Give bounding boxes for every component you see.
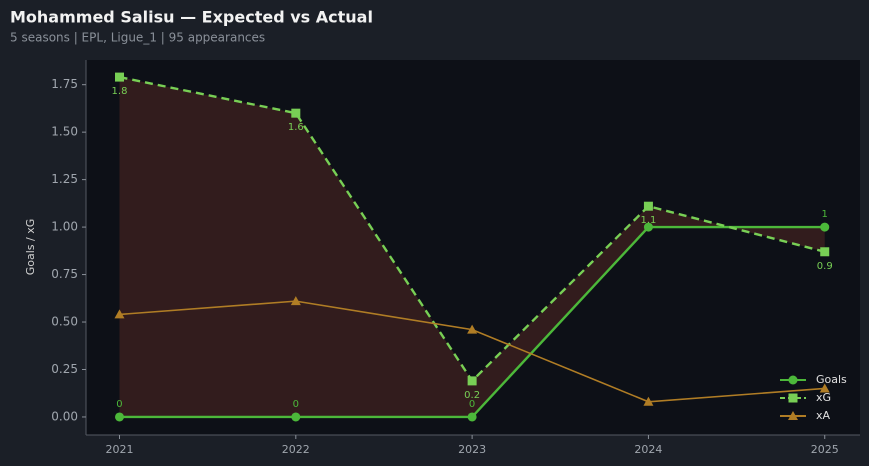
point bbox=[820, 247, 830, 257]
point bbox=[467, 376, 477, 386]
legend-marker bbox=[788, 375, 798, 385]
y-axis-label: Goals / xG bbox=[24, 219, 37, 276]
data-label: 1 bbox=[822, 209, 828, 220]
point bbox=[643, 222, 653, 232]
point bbox=[114, 72, 124, 82]
gap-area bbox=[119, 77, 825, 417]
point bbox=[643, 396, 654, 406]
point bbox=[643, 201, 653, 211]
y-tick-label: 1.75 bbox=[51, 77, 78, 91]
point bbox=[467, 412, 477, 422]
data-label: 0.9 bbox=[817, 261, 833, 272]
point bbox=[114, 309, 125, 319]
x-tick-label: 2023 bbox=[458, 443, 486, 456]
y-tick-label: 0.75 bbox=[51, 267, 78, 281]
chart-subtitle: 5 seasons | EPL, Ligue_1 | 95 appearance… bbox=[10, 31, 265, 45]
point bbox=[291, 108, 301, 118]
data-label: 0 bbox=[469, 399, 475, 410]
y-tick-label: 1.25 bbox=[51, 172, 78, 186]
legend-marker bbox=[788, 411, 798, 420]
point bbox=[114, 412, 124, 422]
data-label: 0 bbox=[116, 399, 122, 410]
data-label: 1.1 bbox=[640, 215, 656, 226]
y-tick-label: 0.25 bbox=[51, 362, 78, 376]
data-label: 0 bbox=[293, 399, 299, 410]
data-label: 1.8 bbox=[112, 86, 128, 97]
x-tick-label: 2024 bbox=[634, 443, 662, 456]
data-label: 1.6 bbox=[288, 122, 304, 133]
y-tick-label: 0.00 bbox=[51, 409, 78, 423]
point bbox=[291, 412, 301, 422]
x-tick-label: 2025 bbox=[811, 443, 839, 456]
point bbox=[290, 296, 301, 306]
y-tick-label: 1.50 bbox=[51, 125, 78, 139]
legend-label: xA bbox=[816, 409, 831, 422]
y-tick-label: 1.00 bbox=[51, 220, 78, 234]
x-tick-label: 2022 bbox=[282, 443, 310, 456]
legend-label: xG bbox=[816, 391, 831, 404]
point bbox=[467, 324, 478, 334]
point bbox=[819, 383, 830, 393]
point bbox=[820, 222, 830, 232]
data-label: 0.2 bbox=[464, 390, 480, 401]
x-tick-label: 2021 bbox=[105, 443, 133, 456]
legend-label: Goals bbox=[816, 373, 847, 386]
legend-marker bbox=[788, 393, 798, 403]
y-tick-label: 0.50 bbox=[51, 315, 78, 329]
chart-title: Mohammed Salisu — Expected vs Actual bbox=[10, 8, 373, 27]
